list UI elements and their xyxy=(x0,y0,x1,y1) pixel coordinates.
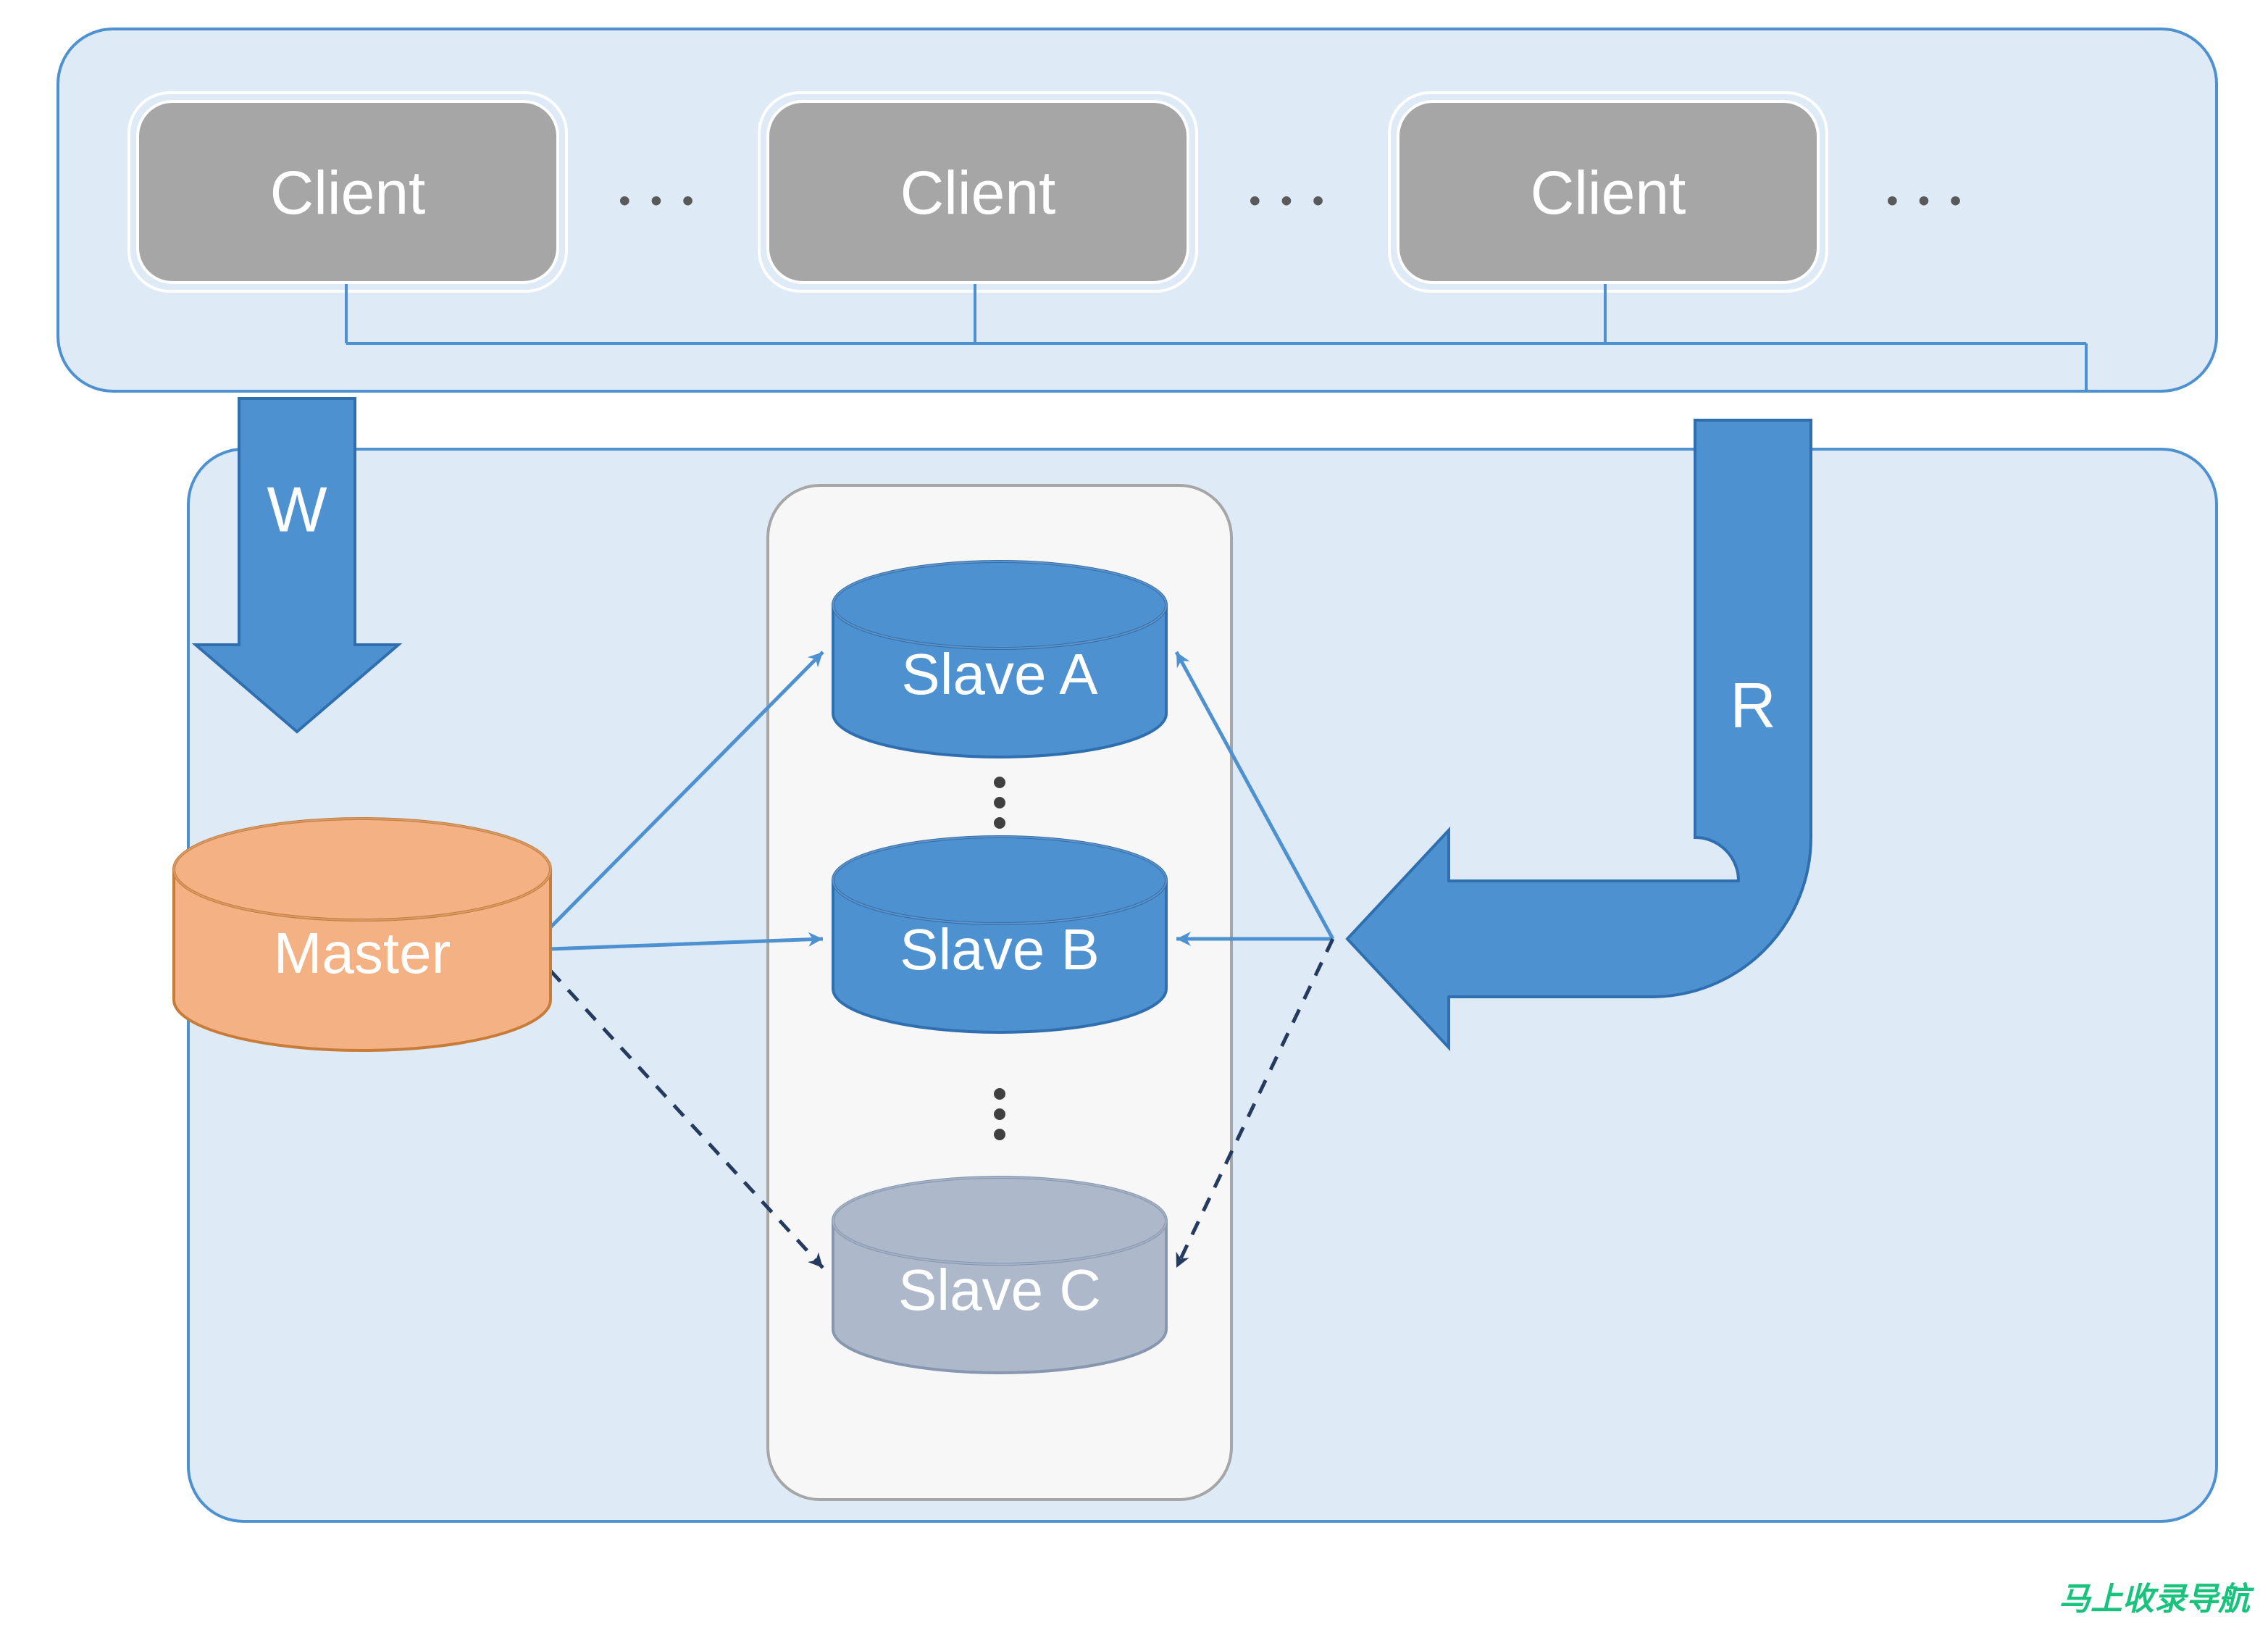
vertical-ellipsis-dot xyxy=(994,1129,1005,1140)
client-label: Client xyxy=(900,159,1056,227)
ellipsis-icon: • • • xyxy=(1250,183,1330,219)
ellipsis-icon: • • • xyxy=(1887,183,1967,219)
master-cylinder: Master xyxy=(174,819,551,1050)
diagram-canvas: Client Client Client • • • • • • • • • W R Maste… xyxy=(0,0,2267,1630)
slave-cylinder: Slave B xyxy=(833,837,1166,1032)
slave-cylinder: Slave A xyxy=(833,561,1166,757)
slave-cylinder-label: Slave C xyxy=(898,1258,1101,1322)
slave-cylinder-label: Slave A xyxy=(901,642,1098,706)
read-arrow-label: R xyxy=(1730,669,1776,740)
vertical-ellipsis-dot xyxy=(994,1108,1005,1120)
vertical-ellipsis-dot xyxy=(994,777,1005,788)
client-label: Client xyxy=(270,159,426,227)
vertical-ellipsis-dot xyxy=(994,817,1005,829)
slave-cylinder-label: Slave B xyxy=(900,917,1100,982)
write-arrow-label: W xyxy=(267,473,327,545)
ellipsis-icon: • • • xyxy=(619,183,700,219)
watermark-text: 马上收录导航 xyxy=(2059,1581,2255,1617)
vertical-ellipsis-dot xyxy=(994,1088,1005,1100)
vertical-ellipsis-dot xyxy=(994,797,1005,808)
slave-cylinder: Slave C xyxy=(833,1177,1166,1373)
client-label: Client xyxy=(1531,159,1686,227)
master-cylinder-label: Master xyxy=(274,921,451,985)
